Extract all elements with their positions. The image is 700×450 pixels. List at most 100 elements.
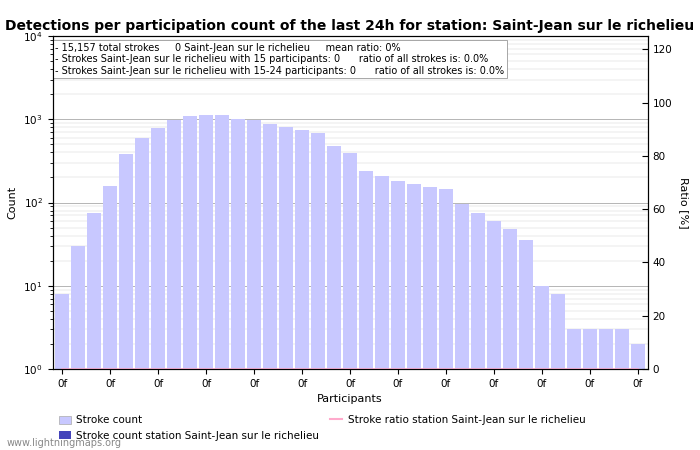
Bar [247, 377, 261, 450]
Bar [263, 124, 276, 450]
Stroke ratio station Saint-Jean sur le richelieu [58, 366, 66, 372]
Stroke ratio station Saint-Jean sur le richelieu [250, 366, 258, 372]
Stroke ratio station Saint-Jean sur le richelieu [490, 366, 498, 372]
Bar [375, 176, 389, 450]
Bar [55, 377, 69, 450]
Stroke ratio station Saint-Jean sur le richelieu [170, 366, 178, 372]
Stroke ratio station Saint-Jean sur le richelieu [330, 366, 338, 372]
Stroke ratio station Saint-Jean sur le richelieu [74, 366, 83, 372]
Bar [615, 329, 629, 450]
Bar [247, 120, 261, 450]
Stroke ratio station Saint-Jean sur le richelieu [138, 366, 146, 372]
Bar [88, 213, 101, 450]
Bar [183, 377, 197, 450]
Bar [327, 377, 341, 450]
Bar [424, 187, 437, 450]
Bar [583, 377, 596, 450]
Bar [567, 329, 581, 450]
X-axis label: Participants: Participants [317, 394, 383, 404]
Bar [551, 294, 565, 450]
Bar [535, 286, 549, 450]
Stroke ratio station Saint-Jean sur le richelieu [378, 366, 386, 372]
Bar [487, 377, 500, 450]
Bar [487, 221, 500, 450]
Bar [455, 377, 469, 450]
Bar [375, 377, 389, 450]
Bar [599, 329, 612, 450]
Stroke ratio station Saint-Jean sur le richelieu [554, 366, 562, 372]
Stroke ratio station Saint-Jean sur le richelieu [154, 366, 162, 372]
Stroke ratio station Saint-Jean sur le richelieu [570, 366, 578, 372]
Bar [215, 377, 229, 450]
Bar [471, 213, 485, 450]
Bar [151, 128, 165, 450]
Stroke ratio station Saint-Jean sur le richelieu [505, 366, 514, 372]
Stroke ratio station Saint-Jean sur le richelieu [617, 366, 626, 372]
Bar [231, 118, 245, 450]
Y-axis label: Ratio [%]: Ratio [%] [679, 177, 689, 228]
Bar [631, 344, 645, 450]
Bar [455, 204, 469, 450]
Bar [263, 377, 276, 450]
Stroke ratio station Saint-Jean sur le richelieu [522, 366, 530, 372]
Stroke ratio station Saint-Jean sur le richelieu [106, 366, 114, 372]
Bar [88, 377, 101, 450]
Stroke ratio station Saint-Jean sur le richelieu [266, 366, 274, 372]
Bar [167, 377, 181, 450]
Bar [119, 154, 133, 450]
Bar [343, 377, 357, 450]
Stroke ratio station Saint-Jean sur le richelieu [602, 366, 610, 372]
Bar [135, 138, 149, 450]
Bar [439, 377, 453, 450]
Stroke ratio station Saint-Jean sur le richelieu [298, 366, 306, 372]
Bar [551, 377, 565, 450]
Stroke ratio station Saint-Jean sur le richelieu [186, 366, 195, 372]
Bar [439, 189, 453, 450]
Stroke ratio station Saint-Jean sur le richelieu [234, 366, 242, 372]
Stroke ratio station Saint-Jean sur le richelieu [362, 366, 370, 372]
Bar [519, 240, 533, 450]
Bar [312, 133, 325, 450]
Bar [519, 377, 533, 450]
Bar [199, 377, 213, 450]
Bar [359, 171, 373, 450]
Bar [567, 377, 581, 450]
Stroke ratio station Saint-Jean sur le richelieu [282, 366, 290, 372]
Bar [391, 377, 405, 450]
Bar [215, 115, 229, 450]
Legend: Stroke count, Stroke count station Saint-Jean sur le richelieu, Stroke ratio sta: Stroke count, Stroke count station Saint… [55, 411, 589, 445]
Bar [55, 294, 69, 450]
Bar [71, 377, 85, 450]
Stroke ratio station Saint-Jean sur le richelieu [410, 366, 418, 372]
Bar [583, 329, 596, 450]
Bar [151, 377, 165, 450]
Stroke ratio station Saint-Jean sur le richelieu [474, 366, 482, 372]
Stroke ratio station Saint-Jean sur le richelieu [634, 366, 642, 372]
Stroke ratio station Saint-Jean sur le richelieu [458, 366, 466, 372]
Bar [295, 377, 309, 450]
Bar [343, 153, 357, 450]
Bar [535, 377, 549, 450]
Stroke ratio station Saint-Jean sur le richelieu [202, 366, 210, 372]
Bar [279, 127, 293, 450]
Bar [615, 377, 629, 450]
Bar [503, 377, 517, 450]
Stroke ratio station Saint-Jean sur le richelieu [538, 366, 546, 372]
Bar [167, 120, 181, 450]
Bar [407, 377, 421, 450]
Bar [503, 229, 517, 450]
Bar [359, 377, 373, 450]
Bar [119, 377, 133, 450]
Stroke ratio station Saint-Jean sur le richelieu [586, 366, 594, 372]
Title: Detections per participation count of the last 24h for station: Saint-Jean sur l: Detections per participation count of th… [6, 19, 694, 33]
Bar [407, 184, 421, 450]
Text: www.lightningmaps.org: www.lightningmaps.org [7, 438, 122, 448]
Bar [424, 377, 437, 450]
Bar [312, 377, 325, 450]
Bar [104, 185, 117, 450]
Bar [183, 116, 197, 450]
Bar [471, 377, 485, 450]
Y-axis label: Count: Count [8, 186, 18, 219]
Bar [391, 181, 405, 450]
Bar [631, 377, 645, 450]
